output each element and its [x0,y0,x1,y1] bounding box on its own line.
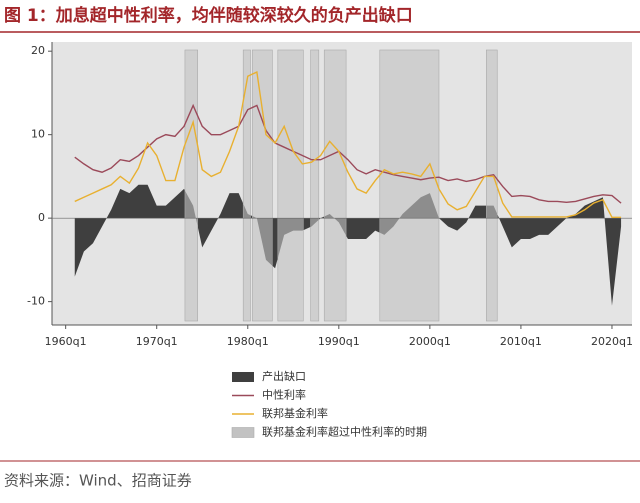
y-tick-label: -10 [27,295,45,308]
shaded-period [486,49,498,322]
source: 资料来源：Wind、招商证券 [4,472,192,490]
line [74,71,622,219]
shaded-period [252,49,273,322]
x-tick-label: 1970q1 [136,335,178,348]
shaded-period [184,49,198,322]
x-tick-label: 1960q1 [45,335,87,348]
y-tick-label: 10 [31,128,45,141]
shaded-period [310,49,320,322]
shaded-period [277,49,304,322]
title: 图 1：加息超中性利率，均伴随较深较久的负产出缺口 [4,5,413,26]
line [74,103,622,204]
shaded-period [323,49,347,322]
legend-label: 联邦基金利率 [262,406,328,420]
legend-label: 产出缺口 [262,369,306,383]
legend-label: 中性利率 [262,388,306,402]
x-tick-label: 1990q1 [318,335,360,348]
x-tick-label: 2010q1 [500,335,542,348]
x-tick-label: 2020q1 [591,335,633,348]
shaded-period [379,49,440,322]
x-tick-label: 1980q1 [227,335,269,348]
x-tick-label: 2000q1 [409,335,451,348]
shaded-period [242,49,251,322]
y-tick-label: 20 [31,44,45,57]
legend-swatch [231,427,255,438]
y-tick-label: 0 [38,211,45,224]
plot: -10 0 10 20 1960q1 1970q1 1980q1 1990q1 2000q1 20… [27,42,633,348]
legend-swatch [232,372,254,382]
area [74,184,622,306]
legend-label: 联邦基金利率超过中性利率的时期 [262,425,427,439]
